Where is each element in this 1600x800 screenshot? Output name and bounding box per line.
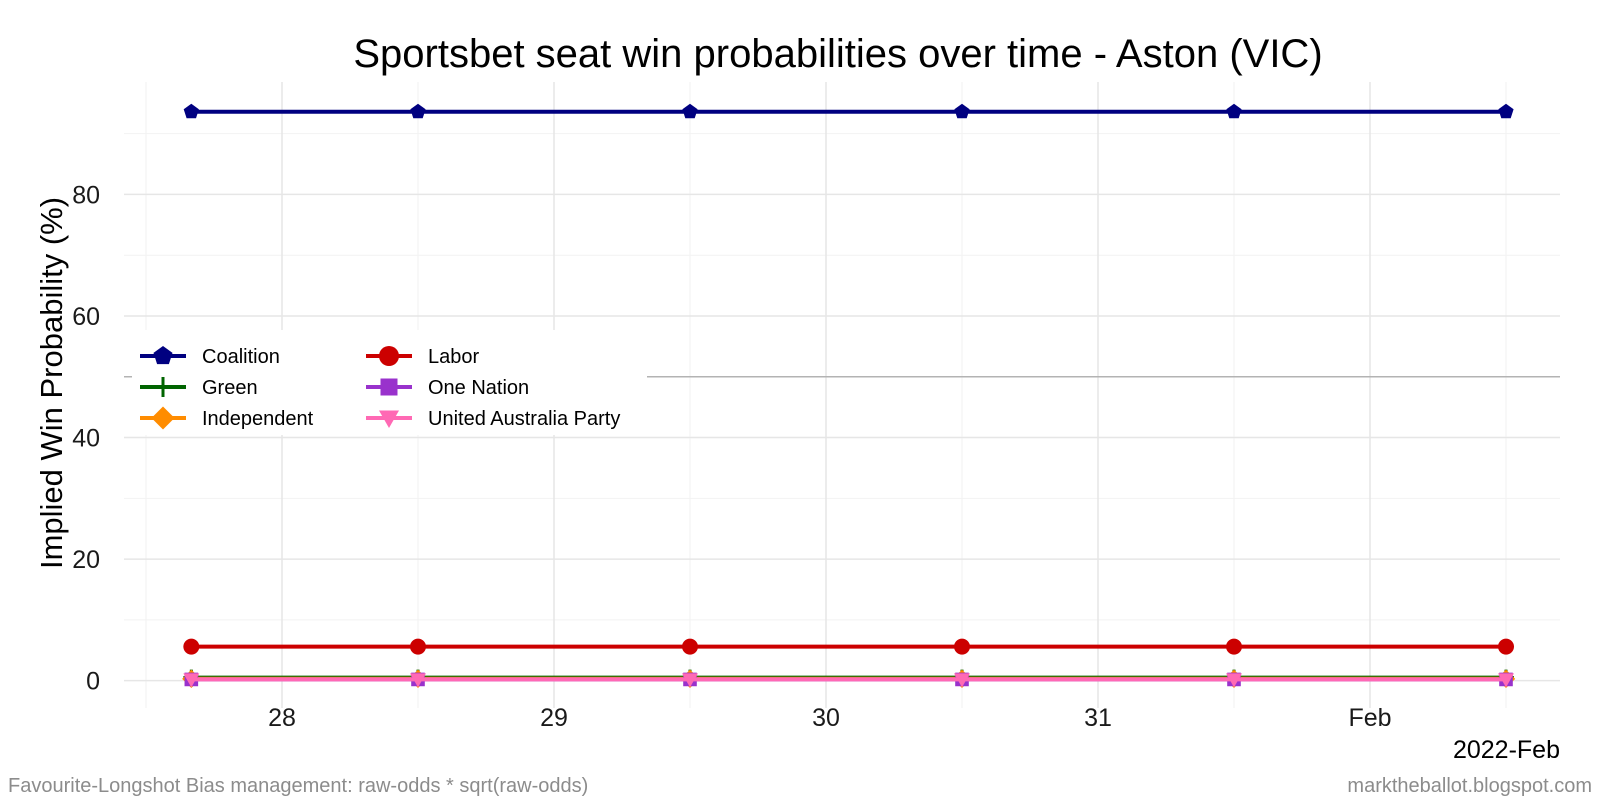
data-point-coalition [183, 103, 199, 119]
legend: Coalition Labor Green One Nation Independent… [132, 330, 647, 435]
series-coalition [183, 103, 1514, 119]
period-label: 2022-Feb [1453, 736, 1560, 764]
y-tick-label: 60 [72, 303, 100, 331]
y-axis-label: Implied Win Probability (%) [34, 197, 69, 569]
x-tick-label: 30 [812, 704, 840, 732]
legend-label: One Nation [428, 377, 529, 399]
x-tick-label: 31 [1084, 704, 1112, 732]
data-point-coalition [954, 103, 970, 119]
legend-label: Labor [428, 346, 479, 368]
caption-left: Favourite-Longshot Bias management: raw-… [8, 775, 588, 797]
y-tick-label: 20 [72, 546, 100, 574]
legend-label: United Australia Party [428, 408, 620, 430]
legend-key-marker [379, 410, 399, 428]
data-point-united-australia-party [410, 673, 426, 688]
legend-item-green: Green [140, 377, 258, 399]
axes: 0 20 40 60 80 28 29 30 31 Feb [72, 181, 1391, 732]
legend-item-one-nation: One Nation [366, 377, 529, 399]
legend-key-marker [153, 377, 173, 397]
legend-key-marker [380, 378, 398, 396]
x-tick-label: 28 [268, 704, 296, 732]
y-tick-label: 40 [72, 425, 100, 453]
legend-label: Coalition [202, 346, 280, 368]
data-point-labor [410, 638, 426, 655]
legend-item-independent: Independent [140, 406, 314, 430]
data-point-coalition [410, 103, 426, 119]
y-tick-label: 0 [86, 668, 100, 696]
data-point-labor [1498, 638, 1514, 655]
x-tick-label: Feb [1348, 704, 1391, 732]
legend-key-marker [151, 406, 175, 430]
legend-item-labor: Labor [366, 346, 479, 368]
data-point-coalition [1498, 103, 1514, 119]
data-point-labor [183, 638, 200, 655]
data-point-coalition [1226, 103, 1242, 119]
data-point-united-australia-party [183, 673, 200, 688]
data-point-united-australia-party [1226, 673, 1242, 688]
x-tick-label: 29 [540, 704, 568, 732]
series-labor [183, 638, 1514, 655]
legend-item-coalition: Coalition [140, 346, 280, 368]
legend-item-united-australia-party: United Australia Party [366, 408, 620, 430]
legend-label: Green [202, 377, 258, 399]
y-tick-label: 80 [72, 181, 100, 209]
data-point-labor [682, 638, 698, 655]
legend-label: Independent [202, 408, 314, 430]
data-point-labor [954, 638, 970, 655]
data-point-united-australia-party [954, 673, 970, 688]
data-point-united-australia-party [1498, 673, 1514, 688]
data-point-labor [1226, 638, 1242, 655]
data-point-coalition [682, 103, 698, 119]
legend-key-marker [379, 346, 399, 366]
legend-key-marker [153, 346, 173, 365]
series-layer [182, 103, 1516, 689]
caption-right: marktheballot.blogspot.com [1347, 775, 1592, 797]
chart-title: Sportsbet seat win probabilities over ti… [353, 32, 1322, 76]
data-point-united-australia-party [682, 673, 698, 688]
series-united-australia-party [183, 673, 1514, 688]
